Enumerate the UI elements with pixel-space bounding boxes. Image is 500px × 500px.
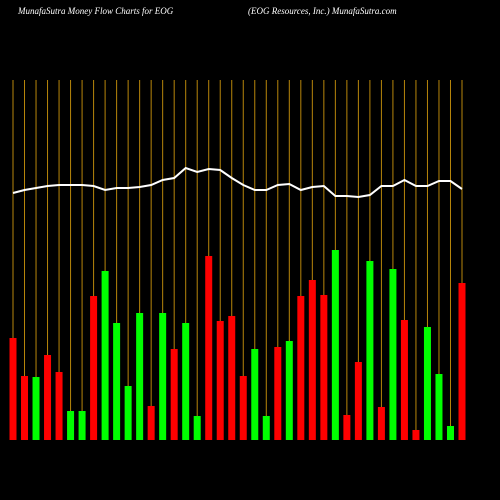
bar [90, 296, 98, 440]
bar [412, 430, 420, 440]
bar [251, 349, 259, 440]
bar [354, 362, 362, 440]
bar [101, 271, 109, 440]
bar [331, 250, 339, 440]
bar [262, 416, 270, 440]
bar [216, 321, 224, 440]
bar [458, 283, 466, 440]
bar [9, 338, 17, 440]
bar [147, 406, 155, 440]
bar [343, 415, 351, 440]
bar [205, 256, 213, 440]
bar [285, 341, 293, 440]
bar [297, 296, 305, 440]
bar [32, 377, 40, 440]
bar [182, 323, 190, 440]
bar [435, 374, 443, 440]
bar [124, 386, 132, 440]
bar [21, 376, 29, 440]
bar [136, 313, 144, 440]
bar [78, 411, 86, 440]
bar [400, 320, 408, 440]
bar [159, 313, 167, 440]
bar [446, 426, 454, 440]
bar [377, 407, 385, 440]
bar [239, 376, 247, 440]
bar [389, 269, 397, 440]
bar [170, 349, 178, 440]
bar [366, 261, 374, 440]
bar [320, 295, 328, 440]
bar [274, 347, 282, 440]
chart-subtitle: (EOG Resources, Inc.) MunafaSutra.com [248, 6, 397, 16]
money-flow-line [12, 166, 463, 199]
bar [113, 323, 121, 440]
bar [44, 355, 52, 440]
bar [228, 316, 236, 440]
chart-title: MunafaSutra Money Flow Charts for EOG [17, 6, 174, 16]
bar [67, 411, 75, 440]
bar [308, 280, 316, 440]
bar [193, 416, 201, 440]
bar [55, 372, 63, 440]
bar [423, 327, 431, 440]
